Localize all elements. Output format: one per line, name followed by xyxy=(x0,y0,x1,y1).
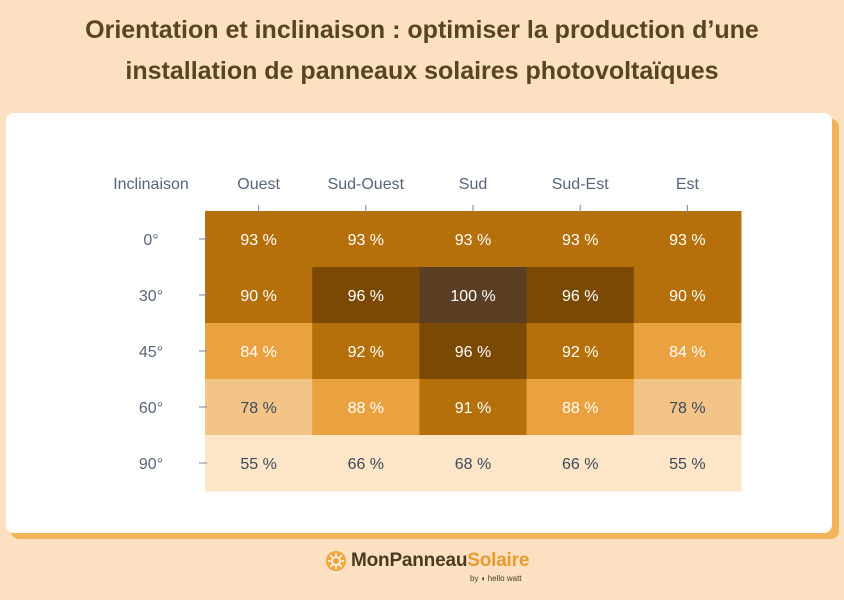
cell-value-label: 96 % xyxy=(348,288,384,305)
heatmap-cell xyxy=(526,211,635,268)
cell-value-label: 78 % xyxy=(669,400,705,417)
heatmap-cell xyxy=(633,379,742,436)
heatmap-cell xyxy=(312,435,420,492)
cell-value-label: 96 % xyxy=(455,344,491,361)
row-label: 30° xyxy=(139,288,163,305)
heatmap-cell xyxy=(633,323,742,380)
cell-value-label: 92 % xyxy=(562,344,598,361)
row-label: 90° xyxy=(139,456,163,473)
heatmap-cell xyxy=(419,379,528,436)
cell-value-label: 92 % xyxy=(348,344,384,361)
cell-value-label: 66 % xyxy=(562,456,598,473)
heatmap-cell xyxy=(526,323,635,380)
brand-byline: by ◖ hello watt xyxy=(470,574,522,583)
cell-value-label: 93 % xyxy=(348,232,384,249)
heatmap-cell xyxy=(205,323,313,380)
column-label: Sud-Ouest xyxy=(328,176,405,193)
heatmap-cell xyxy=(526,435,635,492)
cell-value-label: 68 % xyxy=(455,456,491,473)
row-label: 45° xyxy=(139,344,163,361)
column-label: Est xyxy=(676,176,700,193)
heatmap-cell xyxy=(419,435,528,492)
cell-value-label: 66 % xyxy=(348,456,384,473)
cell-value-label: 90 % xyxy=(669,288,705,305)
cell-value-label: 93 % xyxy=(455,232,491,249)
heatmap-cell xyxy=(205,379,313,436)
heatmap-chart: Inclinaison Ouest Sud-Ouest Sud Sud-Est Est 0°… xyxy=(113,176,742,492)
brand-name: MonPanneauSolaire xyxy=(351,550,529,572)
column-label: Sud xyxy=(459,176,487,193)
cell-value-label: 55 % xyxy=(669,456,705,473)
cell-value-label: 90 % xyxy=(240,288,276,305)
title-line-1: Orientation et inclinaison : optimiser l… xyxy=(85,16,759,44)
column-label: Sud-Est xyxy=(552,176,609,193)
cell-value-label: 88 % xyxy=(348,400,384,417)
chart-card: Inclinaison Ouest Sud-Ouest Sud Sud-Est Est 0°… xyxy=(6,113,832,533)
cell-value-label: 78 % xyxy=(240,400,276,417)
page-title: Orientation et inclinaison : optimiser l… xyxy=(0,10,844,92)
heatmap-cell xyxy=(419,267,528,324)
cell-value-label: 84 % xyxy=(669,344,705,361)
heatmap-cell xyxy=(312,267,420,324)
brand-name-dark: MonPanneau xyxy=(351,550,468,571)
corner-label: Inclinaison xyxy=(113,176,189,193)
cell-value-label: 88 % xyxy=(562,400,598,417)
brand-name-light: Solaire xyxy=(467,550,530,571)
heatmap-cell xyxy=(419,323,528,380)
column-label: Ouest xyxy=(237,176,280,193)
heatmap-cell xyxy=(633,435,742,492)
heatmap-cell xyxy=(633,267,742,324)
cell-value-label: 93 % xyxy=(240,232,276,249)
cell-value-label: 100 % xyxy=(450,288,495,305)
title-line-2: installation de panneaux solaires photov… xyxy=(125,57,719,85)
heatmap-cell xyxy=(312,379,420,436)
row-label: 60° xyxy=(139,400,163,417)
cell-value-label: 93 % xyxy=(669,232,705,249)
heatmap-cell xyxy=(526,379,635,436)
cell-value-label: 55 % xyxy=(240,456,276,473)
heatmap-cell xyxy=(526,267,635,324)
heatmap-cell xyxy=(205,211,313,268)
sun-icon xyxy=(326,551,346,571)
cell-value-label: 84 % xyxy=(240,344,276,361)
cell-value-label: 91 % xyxy=(455,400,491,417)
heatmap-cell xyxy=(205,267,313,324)
heatmap-cell xyxy=(419,211,528,268)
cell-value-label: 93 % xyxy=(562,232,598,249)
heatmap-cell xyxy=(633,211,742,268)
row-label: 0° xyxy=(143,232,158,249)
brand-logo: MonPanneauSolaire by ◖ hello watt xyxy=(0,548,844,588)
heatmap-cell xyxy=(312,211,420,268)
heatmap-cell xyxy=(312,323,420,380)
heatmap-cell xyxy=(205,435,313,492)
cell-value-label: 96 % xyxy=(562,288,598,305)
